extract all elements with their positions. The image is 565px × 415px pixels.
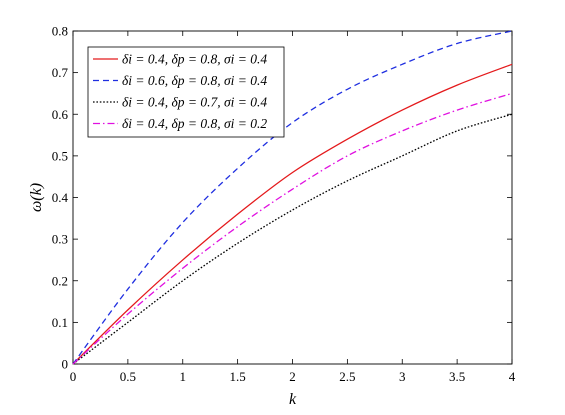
series-line-1 bbox=[72, 63, 513, 365]
series-line-3 bbox=[72, 113, 513, 365]
legend-label-1: δi = 0.4, δp = 0.8, σi = 0.4 bbox=[122, 52, 267, 67]
series-line-4 bbox=[72, 92, 513, 365]
x-tick-label: 4 bbox=[509, 369, 516, 384]
y-tick-label: 0.5 bbox=[52, 148, 68, 163]
x-tick-label: 2.5 bbox=[339, 369, 355, 384]
x-tick-label: 3.5 bbox=[449, 369, 465, 384]
x-tick-label: 0.5 bbox=[120, 369, 136, 384]
legend-label-4: δi = 0.4, δp = 0.8, σi = 0.2 bbox=[122, 116, 267, 131]
y-tick-label: 0.8 bbox=[52, 24, 68, 39]
y-axis: 0 0.1 0.2 0.3 0.4 0.5 0.6 0.7 0.8 bbox=[52, 24, 512, 372]
x-tick-label: 1 bbox=[180, 369, 187, 384]
y-tick-label: 0.2 bbox=[52, 273, 68, 288]
x-axis: 0 0.5 1 1.5 2 2.5 3 3.5 4 bbox=[70, 31, 516, 384]
y-tick-label: 0.1 bbox=[52, 315, 68, 330]
legend-box bbox=[87, 46, 285, 138]
legend-label-3: δi = 0.4, δp = 0.7, σi = 0.4 bbox=[122, 95, 267, 110]
y-tick-label: 0 bbox=[62, 357, 69, 372]
series-lines bbox=[72, 30, 513, 365]
x-tick-label: 3 bbox=[399, 369, 406, 384]
x-tick-label: 1.5 bbox=[230, 369, 246, 384]
x-axis-label: k bbox=[289, 391, 297, 408]
x-tick-label: 2 bbox=[289, 369, 296, 384]
y-tick-label: 0.4 bbox=[52, 190, 69, 205]
x-tick-label: 0 bbox=[70, 369, 77, 384]
legend-label-2: δi = 0.6, δp = 0.8, σi = 0.4 bbox=[122, 73, 267, 88]
y-axis-label: ω(k) bbox=[28, 183, 45, 212]
series-line-2 bbox=[72, 30, 513, 365]
y-tick-label: 0.7 bbox=[52, 65, 69, 80]
y-tick-label: 0.6 bbox=[52, 107, 69, 122]
legend: δi = 0.4, δp = 0.8, σi = 0.4 δi = 0.6, δp… bbox=[87, 46, 285, 138]
y-tick-label: 0.3 bbox=[52, 232, 68, 247]
